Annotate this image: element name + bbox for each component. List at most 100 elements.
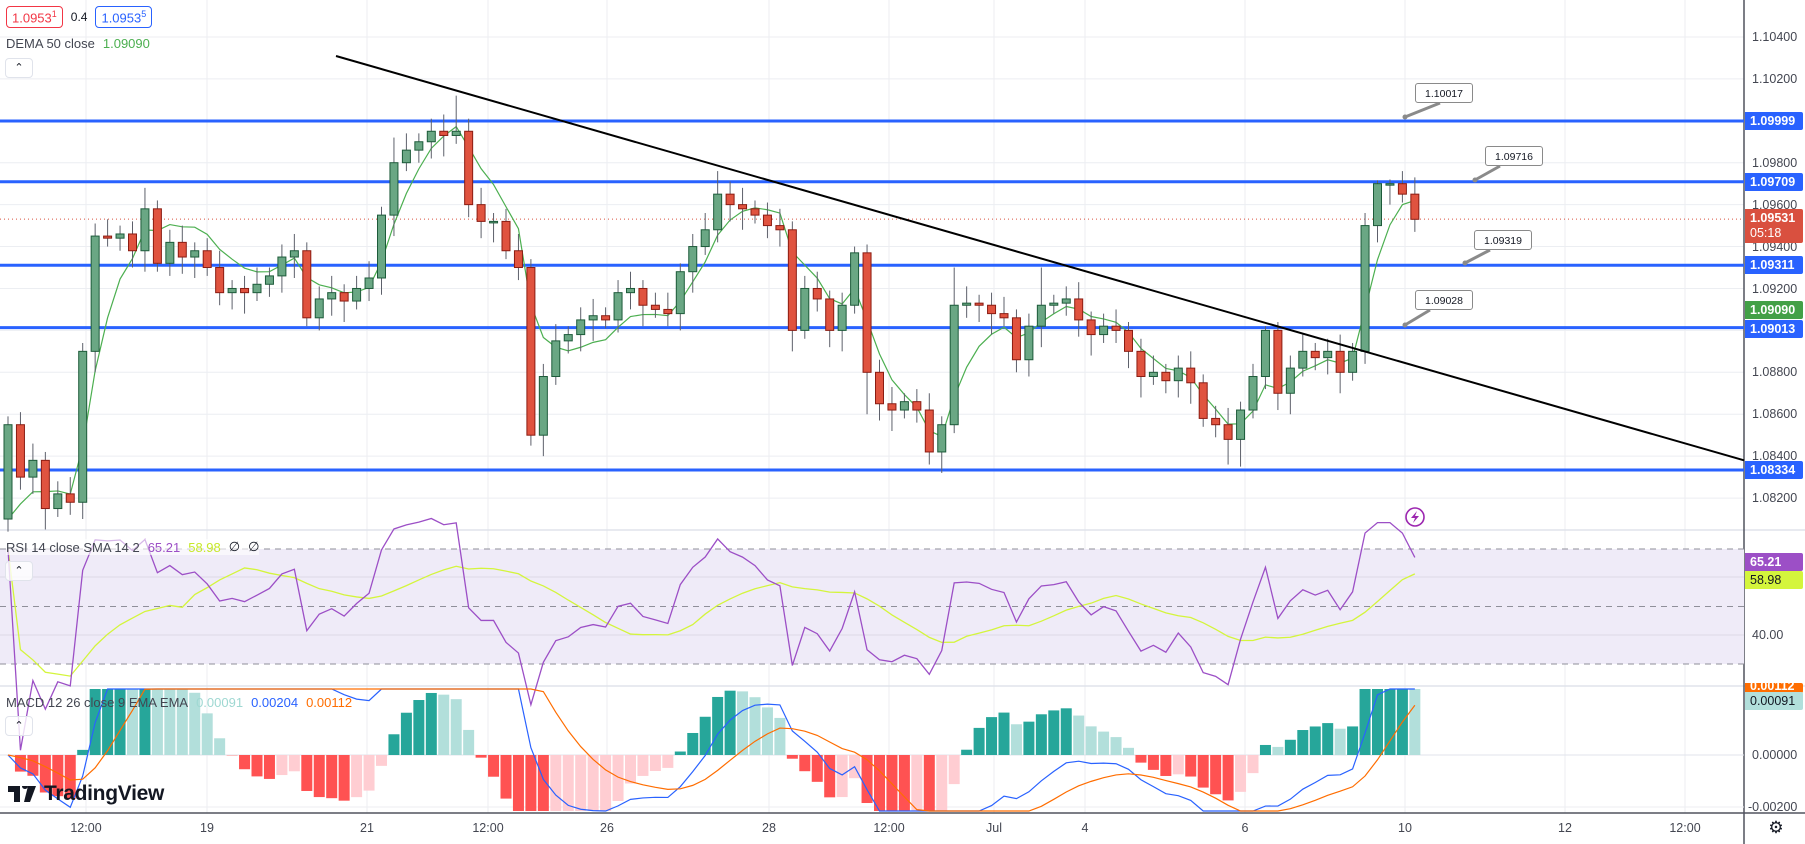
candle-down: [1211, 417, 1221, 426]
macd-histogram-bar: [1010, 724, 1022, 755]
collapse-rsi-button[interactable]: ⌃: [5, 561, 33, 581]
macd-histogram-bar: [1259, 744, 1271, 755]
macd-histogram-bar: [301, 755, 313, 791]
candle-down: [1186, 367, 1196, 384]
macd-value: 0.00204: [251, 695, 299, 710]
candle-up: [489, 220, 499, 224]
price-callout[interactable]: 1.09028: [1415, 290, 1473, 310]
macd-histogram-bar: [761, 707, 773, 755]
level-badge: 1.09013: [1745, 320, 1803, 338]
collapse-macd-button[interactable]: ⌃: [5, 716, 33, 736]
price-callout[interactable]: 1.09319: [1474, 230, 1532, 250]
candle-up: [277, 256, 287, 277]
macd-legend[interactable]: MACD 12 26 close 9 EMA EMA 0.00091 0.002…: [6, 695, 352, 710]
dema-badge: 1.09090: [1745, 301, 1803, 319]
candle-up: [314, 298, 324, 319]
trendline: [335, 55, 1745, 462]
buy-price-button[interactable]: 1.09535: [95, 6, 153, 29]
candle-up: [700, 229, 710, 248]
sell-price-button[interactable]: 1.09531: [6, 6, 63, 29]
candle-up: [850, 252, 860, 306]
macd-histogram-bar: [1322, 723, 1334, 755]
candle-up: [327, 292, 337, 300]
rsi-line: [7, 517, 1416, 751]
macd-histogram-bar: [1384, 689, 1396, 755]
macd-histogram-bar: [1235, 755, 1247, 792]
candle-down: [1273, 329, 1283, 394]
collapse-legend-button[interactable]: ⌃: [5, 58, 33, 78]
macd-histogram-bar: [525, 755, 537, 811]
macd-histogram-bar: [774, 717, 786, 755]
time-tick: 28: [762, 821, 776, 835]
macd-histogram-bar: [214, 738, 226, 755]
price-tick: 1.09200: [1752, 282, 1798, 296]
candle-up: [1373, 183, 1382, 227]
macd-histogram-bar: [600, 755, 612, 811]
time-tick: 6: [1241, 821, 1249, 835]
macd-histogram-bar: [649, 755, 661, 771]
macd-histogram-bar: [749, 697, 761, 755]
time-tick: 12:00: [472, 821, 504, 835]
macd-histogram-bar: [550, 755, 562, 811]
chevron-up-icon: ⌃: [14, 565, 24, 577]
macd-histogram-bar: [687, 732, 699, 755]
candle-down: [862, 252, 872, 373]
price-tick: 1.09400: [1752, 240, 1798, 254]
price-callout[interactable]: 1.10017: [1415, 83, 1473, 103]
macd-histogram-bar: [189, 692, 201, 755]
macd-histogram-bar: [587, 755, 599, 811]
candle-up: [1024, 325, 1034, 361]
candle-down: [650, 304, 660, 310]
candle-up: [1298, 350, 1308, 369]
candle-up: [414, 141, 424, 151]
candle-up: [451, 130, 461, 136]
candle-down: [103, 235, 113, 239]
candle-down: [974, 302, 984, 306]
macd-label: MACD 12 26 close 9 EMA EMA: [6, 695, 189, 710]
candle-up: [713, 193, 723, 231]
bar-countdown: 05:18: [1750, 226, 1782, 240]
candle-up: [3, 424, 13, 520]
candle-up: [28, 459, 38, 478]
macd-histogram-bar: [164, 689, 176, 755]
callout-anchor: [1462, 260, 1468, 266]
callout-pointer: [1404, 308, 1431, 327]
price-tick: 1.08400: [1752, 449, 1798, 463]
price-callout[interactable]: 1.09716: [1485, 146, 1543, 166]
macd-histogram-bar: [413, 700, 425, 755]
candle-down: [202, 250, 212, 269]
candle-up: [1260, 329, 1270, 378]
candle-up: [837, 304, 847, 331]
candle-down: [240, 287, 250, 294]
macd-histogram-bar: [351, 755, 363, 798]
rsi-legend[interactable]: RSI 14 close SMA 14 2 65.21 58.98 ∅ ∅: [6, 539, 260, 555]
macd-histogram-bar: [1023, 721, 1035, 755]
settings-gear-icon[interactable]: ⚙: [1768, 818, 1784, 837]
macd-histogram-bar: [737, 691, 749, 755]
candle-down: [638, 287, 648, 306]
sell-pip: 1: [51, 9, 57, 19]
dema-legend[interactable]: DEMA 50 close 1.09090: [6, 36, 150, 51]
candle-down: [1223, 424, 1233, 440]
macd-histogram-bar: [1060, 708, 1072, 755]
candle-up: [1236, 409, 1246, 440]
candle-down: [787, 229, 797, 331]
candle-up: [426, 130, 436, 143]
macd-histogram-bar: [500, 755, 512, 799]
tradingview-logo[interactable]: TradingView: [8, 782, 164, 806]
macd-histogram-bar: [475, 755, 487, 758]
candle-up: [1348, 350, 1358, 373]
candle-down: [1397, 183, 1407, 195]
candle-up: [1248, 376, 1258, 411]
macd-histogram-bar: [39, 755, 51, 793]
candle-up: [401, 149, 411, 164]
macd-histogram-bar: [326, 755, 338, 799]
macd-histogram-bar: [637, 755, 649, 776]
candle-down: [439, 130, 449, 136]
macd-histogram-bar: [438, 694, 450, 755]
candle-down: [1335, 350, 1345, 373]
rsi-sma-badge: 58.98: [1745, 571, 1803, 589]
candle-up: [800, 287, 810, 331]
macd-histogram-bar: [77, 749, 89, 755]
